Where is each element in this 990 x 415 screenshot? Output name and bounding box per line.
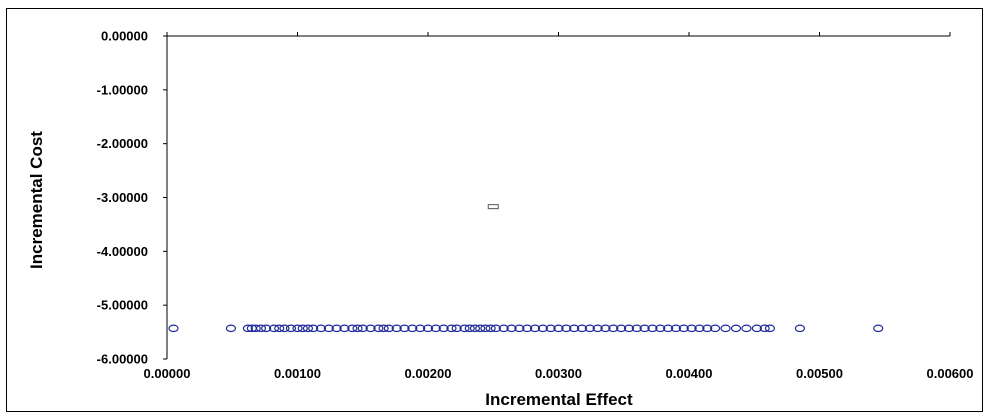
tick-labels: 0.00000 0.00100 0.00200 0.00300 0.00400 0.005… [97,29,974,382]
data-point [663,324,674,333]
axes [163,32,951,360]
x-tick-label: 0.00100 [274,366,321,381]
x-tick-label: 0.00400 [666,366,713,381]
data-point [438,324,449,333]
data-point [537,324,548,333]
data-point [702,324,713,333]
chart-frame [6,8,983,412]
data-point [274,324,285,333]
data-point [357,324,368,333]
mean-marker [487,204,499,210]
data-point [485,324,496,333]
data-point [529,324,541,333]
y-tick-label: -2.00000 [97,136,148,151]
data-point [678,324,689,333]
data-point [631,324,642,333]
data-point [759,324,770,333]
x-tick-label: 0.00500 [796,366,843,381]
data-point [383,324,394,333]
y-tick-label: -6.00000 [97,352,148,367]
data-point [561,324,572,333]
data-point [464,324,475,333]
data-point [415,324,426,333]
data-point [514,324,525,333]
data-point [292,324,303,333]
data-point [451,324,462,333]
data-point [592,324,603,333]
data-point [506,324,517,333]
x-axis-title: Incremental Effect [485,390,633,409]
data-point [639,324,650,333]
data-point [600,324,611,333]
data-point [168,324,179,333]
data-point [553,324,564,333]
data-point [399,324,410,333]
y-tick-label: -3.00000 [97,190,148,205]
data-point [285,324,297,333]
y-axis-title: Incremental Cost [27,131,46,269]
data-point [378,324,389,333]
data-point [323,324,334,333]
x-tick-label: 0.00200 [405,366,452,381]
data-points [168,204,884,333]
data-point [250,324,261,333]
data-point [655,324,666,333]
data-point [720,324,731,333]
data-point [623,324,635,333]
data-point [352,324,363,333]
data-point [647,324,658,333]
data-point [302,324,314,333]
data-point [480,324,491,333]
data-point [373,324,384,333]
data-point [261,324,272,333]
data-point [873,324,884,333]
data-point [225,324,237,333]
data-point [422,324,434,333]
data-point [242,324,254,333]
y-tick-label: -5.00000 [97,298,148,313]
data-point [616,324,627,333]
x-tick-label: 0.00000 [144,366,191,381]
data-point [490,324,501,333]
data-point [297,324,308,333]
data-point [308,324,319,333]
data-point [686,324,697,333]
data-point [751,324,762,333]
data-point [498,324,509,333]
data-point [391,324,402,333]
data-point [459,324,470,333]
data-point [469,324,481,333]
data-point [730,324,742,333]
x-tick-label: 0.00600 [927,366,974,381]
data-point [365,324,376,333]
data-point [670,324,682,333]
data-point [339,324,350,333]
data-point [522,324,533,333]
data-point [347,324,358,333]
x-tick-label: 0.00300 [535,366,582,381]
data-point [315,324,327,333]
data-point [430,324,441,333]
data-point [446,324,457,333]
data-point [709,324,721,333]
data-point [584,324,595,333]
data-point [694,324,705,333]
data-point [255,324,267,333]
data-point [545,324,556,333]
data-point [279,324,290,333]
data-point [576,324,588,333]
data-point [794,324,806,333]
data-point [268,324,280,333]
y-tick-label: 0.00000 [101,29,148,44]
data-point [608,324,619,333]
data-point [764,324,776,333]
y-tick-label: -4.00000 [97,244,148,259]
data-point [331,324,342,333]
y-tick-label: -1.00000 [97,82,148,97]
data-point [741,324,752,333]
data-point [569,324,580,333]
data-point [407,324,418,333]
data-point [475,324,486,333]
